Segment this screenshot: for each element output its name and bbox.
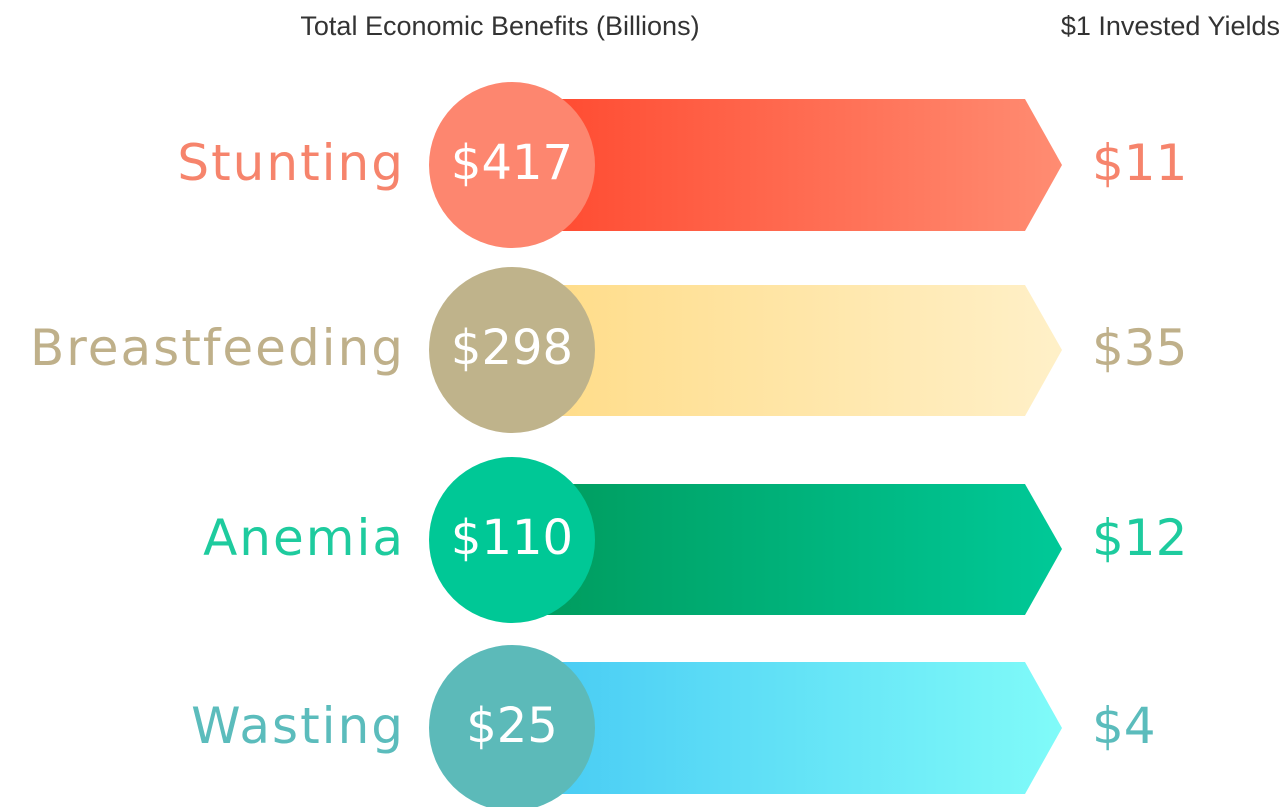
circle xyxy=(429,645,595,807)
arrow xyxy=(540,484,1062,615)
row-label: Stunting xyxy=(177,134,405,192)
row-label: Breastfeeding xyxy=(30,319,405,377)
arrow xyxy=(540,99,1062,231)
row: Anemia $110 $12 xyxy=(203,457,1187,623)
benefit-value: $417 xyxy=(451,135,573,191)
benefit-value: $298 xyxy=(451,320,573,376)
benefit-value: $25 xyxy=(466,698,558,754)
row-label: Anemia xyxy=(203,509,405,567)
circle xyxy=(429,267,595,433)
row-label: Wasting xyxy=(191,697,405,755)
circle xyxy=(429,457,595,623)
row: Breastfeeding $298 $35 xyxy=(30,267,1187,433)
benefit-value: $110 xyxy=(451,510,573,566)
arrow xyxy=(540,662,1062,794)
benefits-header: Total Economic Benefits (Billions) xyxy=(300,11,699,41)
row: Wasting $25 $4 xyxy=(191,645,1156,807)
yield-value: $12 xyxy=(1092,509,1187,567)
row: Stunting $417 $11 xyxy=(177,82,1187,248)
yield-value: $11 xyxy=(1092,134,1187,192)
circle xyxy=(429,82,595,248)
arrow xyxy=(540,285,1062,416)
yields-header: $1 Invested Yields xyxy=(1061,11,1280,41)
yield-value: $35 xyxy=(1092,319,1187,377)
yield-value: $4 xyxy=(1092,697,1156,755)
